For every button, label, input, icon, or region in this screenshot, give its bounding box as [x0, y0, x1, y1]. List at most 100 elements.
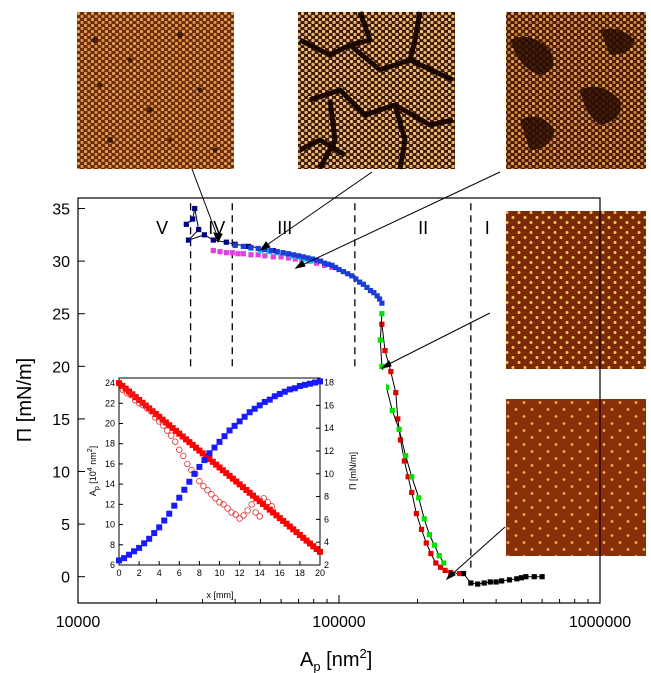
inset-red-marker	[209, 458, 216, 465]
inset-red-marker	[310, 543, 317, 550]
inset-blue-marker	[176, 494, 183, 501]
inset-red-circle	[232, 511, 239, 518]
afm-image-region-v-voids	[92, 32, 218, 153]
data-point	[353, 276, 359, 282]
inset-right-axis-label: Π [mN/m]	[348, 452, 358, 490]
inset-blue-marker	[151, 530, 158, 537]
inset-red-marker	[303, 537, 310, 544]
data-point	[401, 458, 407, 464]
data-point	[321, 260, 328, 266]
inset-red-marker	[250, 492, 256, 499]
data-point	[423, 540, 429, 546]
inset-red-marker	[229, 475, 236, 482]
region-label: II	[418, 218, 428, 238]
inset-blue-marker	[216, 438, 223, 445]
inset-blue-marker	[131, 548, 138, 555]
inset-red-circle	[244, 507, 251, 514]
region-label: V	[156, 218, 168, 238]
inset-red-circle	[139, 402, 147, 409]
afm-image-region-iii-cracks	[298, 11, 455, 170]
data-point	[487, 579, 493, 585]
inset-right-tick-label: 16	[324, 400, 334, 410]
inset-x-tick-label: 6	[177, 568, 182, 578]
y-tick-label: 0	[61, 570, 70, 587]
inset-left-tick-label: 14	[105, 479, 115, 489]
inset-red-circle	[260, 495, 267, 502]
inset-right-tick-label: 4	[324, 537, 329, 547]
inset-red-circle	[196, 477, 203, 485]
inset-right-tick-label: 14	[324, 423, 334, 433]
data-point	[460, 570, 467, 577]
data-point	[291, 252, 297, 258]
data-point	[379, 311, 385, 317]
inset-red-circle	[220, 501, 227, 508]
inset-blue-marker	[221, 433, 228, 440]
data-point	[382, 347, 388, 354]
inset-red-marker	[306, 540, 313, 547]
inset-red-marker	[179, 433, 186, 440]
data-point	[201, 232, 208, 238]
inset-red-marker	[166, 422, 173, 429]
data-point	[285, 255, 292, 261]
inset-left-tick-label: 16	[105, 459, 115, 469]
inset-red-circle	[212, 495, 219, 502]
y-tick-label: 25	[52, 307, 70, 324]
inset-red-marker	[313, 546, 320, 553]
inset-left-tick-label: 18	[105, 439, 115, 449]
x-axis-label: Ap [nm2]	[300, 646, 372, 673]
inset-red-marker	[270, 509, 277, 516]
data-point	[292, 256, 298, 262]
region-label: I	[485, 218, 490, 238]
x-tick-label: 1000000	[569, 614, 631, 631]
data-point	[329, 262, 335, 268]
data-point	[523, 574, 529, 580]
inset-red-marker	[116, 380, 122, 387]
inset-blue-marker	[146, 535, 153, 542]
inset-blue-marker	[311, 379, 318, 386]
data-point	[388, 368, 394, 375]
inset-red-marker	[263, 503, 270, 510]
inset-blue-marker	[116, 557, 122, 564]
inset-red-marker	[256, 498, 263, 505]
data-point	[223, 239, 229, 245]
inset-red-circle	[119, 386, 127, 394]
data-point	[268, 247, 274, 254]
data-point	[364, 284, 370, 291]
inset-blue-marker	[266, 396, 273, 403]
inset-red-circle	[131, 397, 139, 404]
data-point	[514, 576, 520, 582]
inset-blue-marker	[226, 427, 233, 434]
afm-image-region-iii	[298, 12, 455, 169]
inset-left-tick-label: 20	[105, 418, 115, 428]
inset-red-marker	[233, 478, 240, 485]
inset-red-marker	[223, 470, 230, 477]
data-point	[262, 246, 268, 253]
inset-blue-marker	[306, 380, 313, 387]
inset-blue-marker	[161, 517, 168, 524]
inset-red-circle	[164, 427, 171, 434]
inset-red-marker	[203, 453, 210, 460]
data-point	[428, 550, 434, 557]
inset-left-tick-label: 10	[105, 520, 115, 530]
inset-blue-marker	[196, 463, 203, 470]
data-point	[367, 287, 374, 294]
inset-blue-marker	[286, 386, 293, 393]
inset-x-tick-label: 10	[214, 568, 224, 578]
data-point	[377, 337, 383, 343]
inset-right-tick-label: 18	[324, 378, 334, 388]
inset-blue-marker	[317, 378, 323, 385]
inset-blue-marker	[271, 393, 278, 400]
inset-red-circle	[216, 499, 223, 506]
data-point	[248, 244, 254, 251]
inset-red-circle	[143, 405, 151, 412]
data-point	[196, 226, 202, 233]
inset-red-marker	[273, 512, 280, 519]
inset-blue-marker	[156, 524, 163, 531]
data-point	[457, 570, 463, 577]
inset-red-marker	[146, 405, 153, 412]
inset-blue-marker	[211, 444, 218, 451]
data-point	[285, 251, 292, 257]
inset-red-marker	[276, 515, 283, 522]
inset-blue-marker	[291, 385, 298, 392]
